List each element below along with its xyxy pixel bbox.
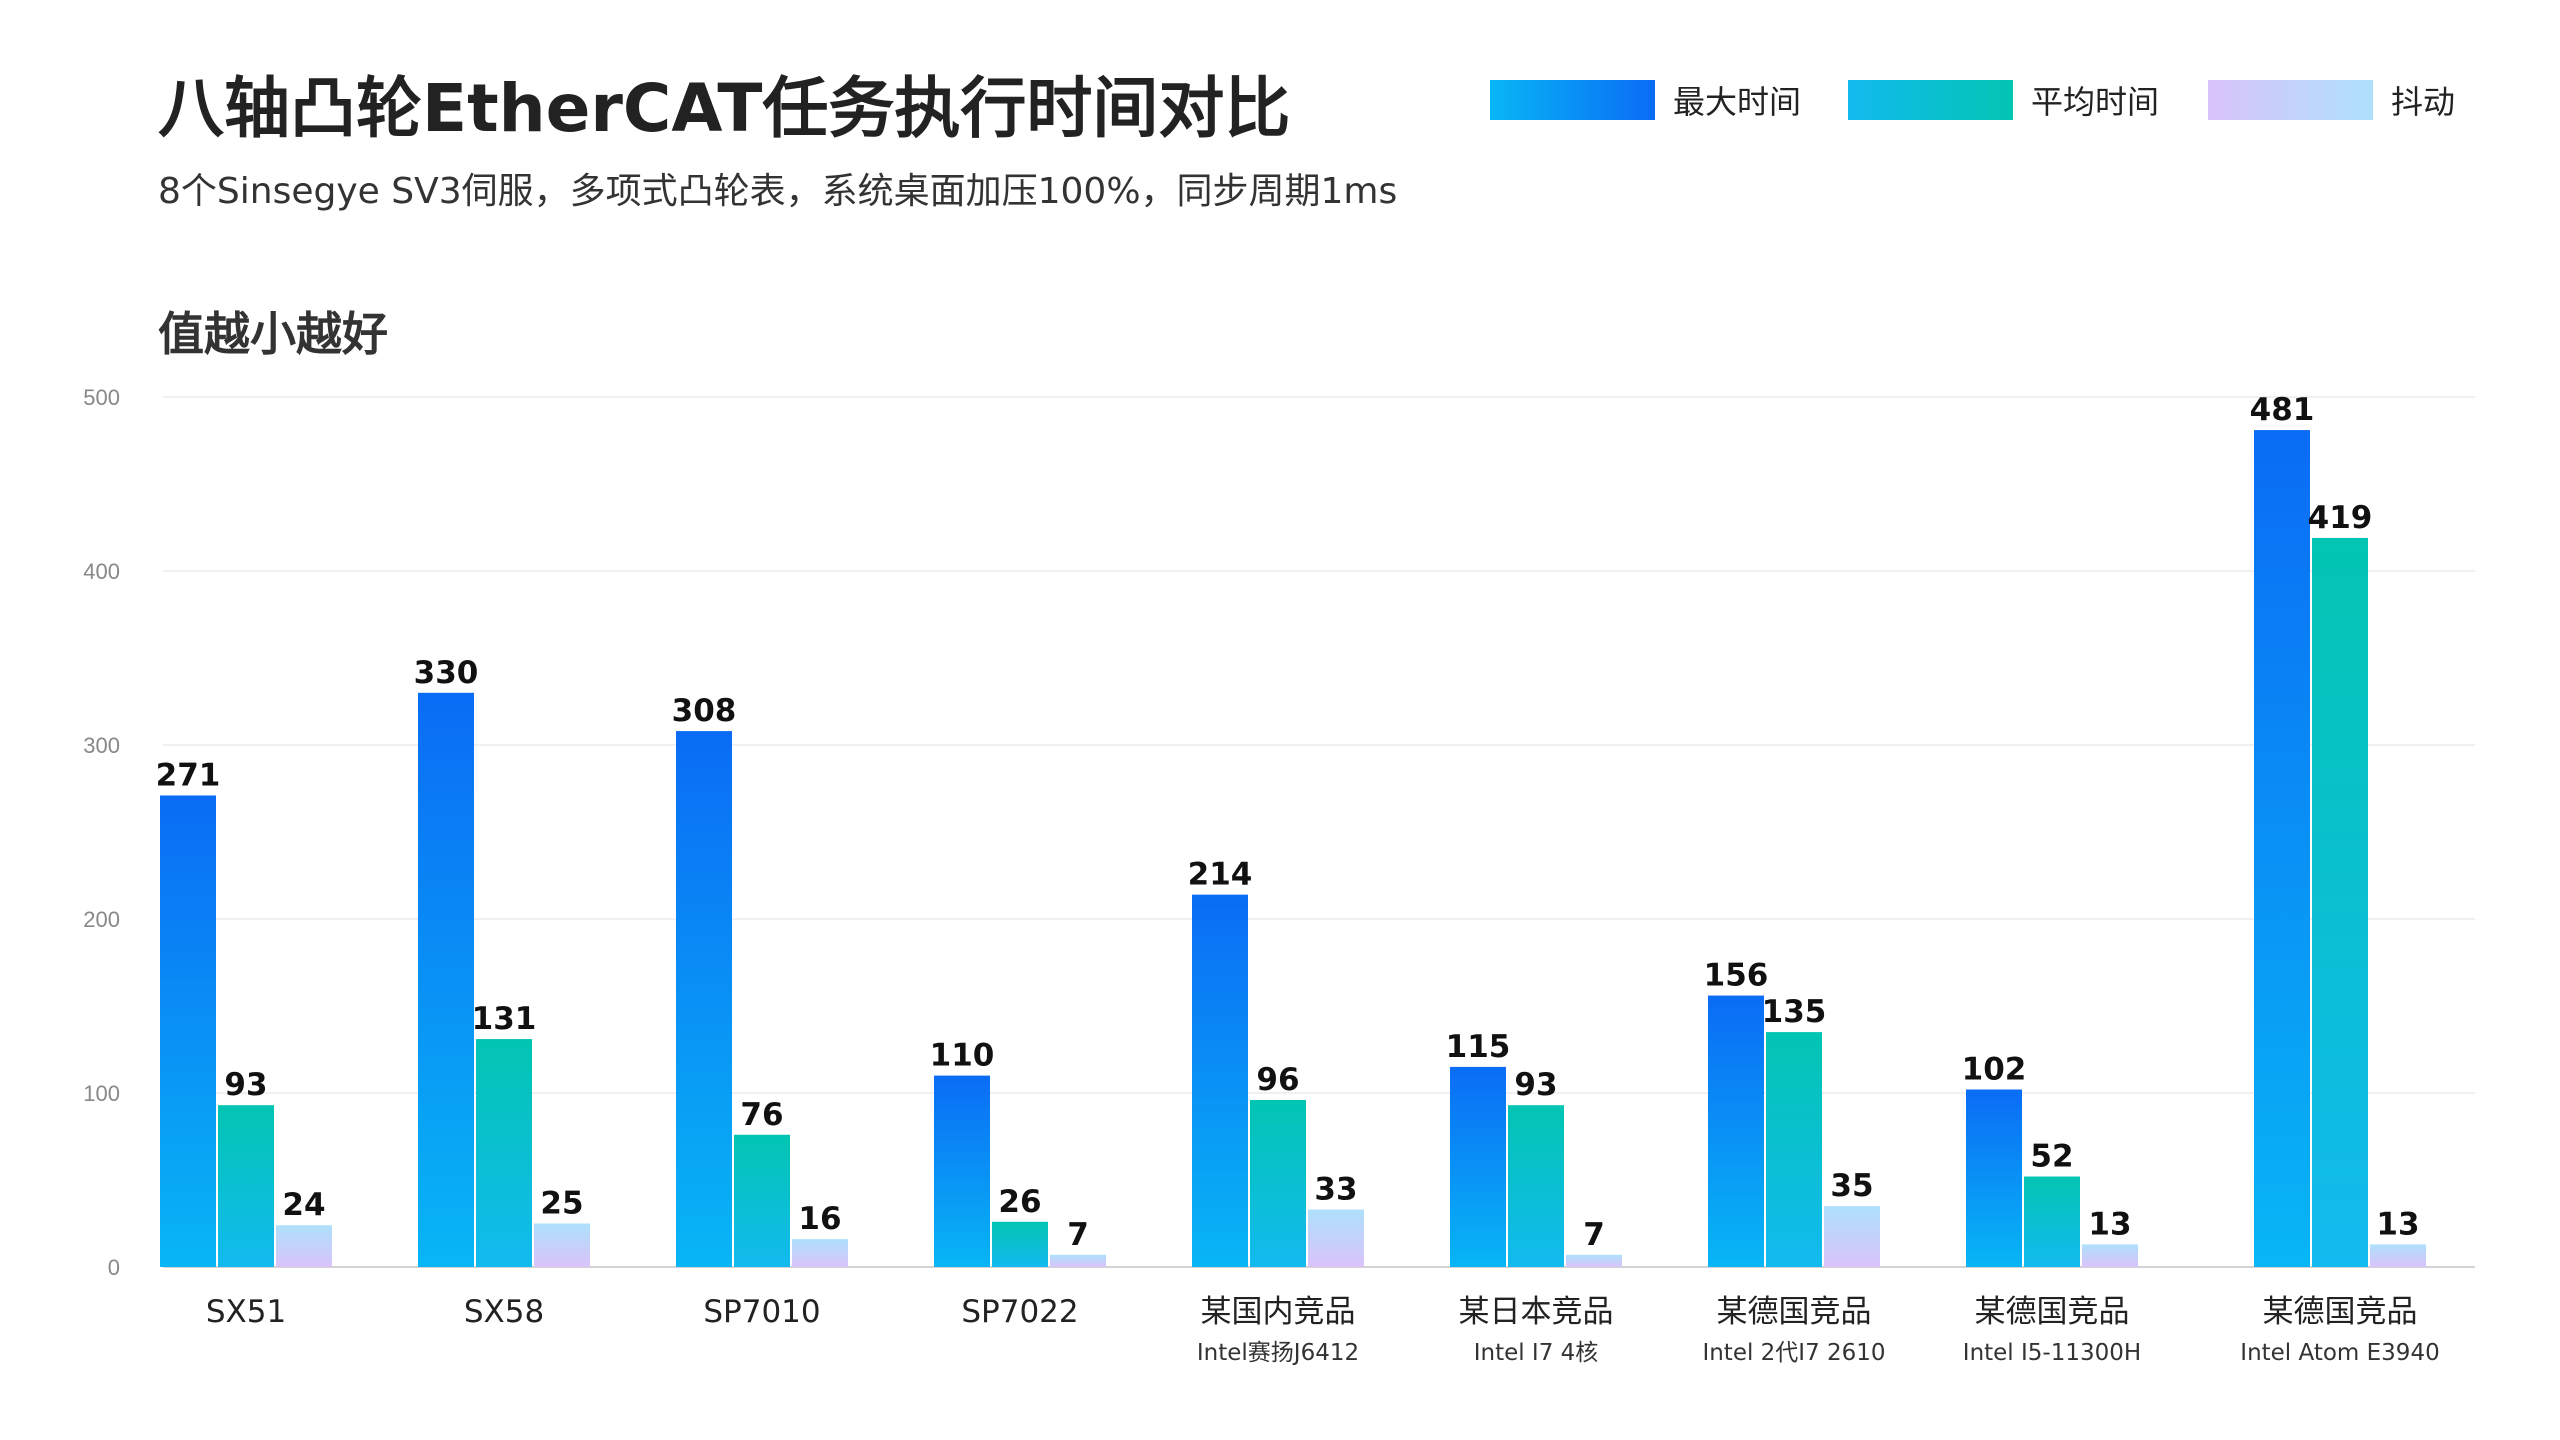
bar-avg (992, 1221, 1048, 1267)
data-label: 110 (930, 1038, 995, 1074)
x-tick-sublabel: Intel I5-11300H (1963, 1340, 2141, 1366)
data-label: 214 (1188, 857, 1253, 893)
legend-swatch-jitter (2208, 80, 2373, 120)
data-label: 35 (1830, 1168, 1873, 1204)
y-tick-label: 0 (108, 1255, 120, 1280)
data-label: 308 (672, 693, 737, 729)
x-tick-sublabel: Intel 2代I7 2610 (1702, 1340, 1885, 1366)
x-tick-label: 某德国竞品 (1975, 1294, 2130, 1330)
y-tick-label: 100 (83, 1081, 120, 1106)
legend-swatch-max (1490, 80, 1655, 120)
legend-label-jitter: 抖动 (2391, 83, 2456, 121)
data-label: 7 (1067, 1217, 1089, 1253)
bar-max (418, 692, 474, 1267)
data-label: 33 (1314, 1172, 1357, 1208)
x-tick-label: SP7010 (703, 1294, 820, 1330)
y-tick-label: 400 (83, 559, 120, 584)
x-tick-label: SX58 (464, 1294, 544, 1330)
bar-max (934, 1075, 990, 1267)
bar-avg (2024, 1176, 2080, 1267)
x-tick-label: SP7022 (961, 1294, 1078, 1330)
bar-jitter (792, 1239, 848, 1267)
y-tick-label: 300 (83, 733, 120, 758)
data-label: 96 (1256, 1062, 1299, 1098)
x-tick-label: SX51 (206, 1294, 286, 1330)
data-label: 52 (2030, 1139, 2073, 1175)
chart-subtitle: 8个Sinsegye SV3伺服，多项式凸轮表，系统桌面加压100%，同步周期1… (158, 171, 1398, 212)
data-label: 481 (2250, 392, 2315, 428)
data-label: 13 (2376, 1206, 2419, 1242)
x-tick-sublabel: Intel I7 4核 (1474, 1340, 1599, 1366)
x-tick-label: 某德国竞品 (2263, 1294, 2418, 1330)
data-label: 135 (1762, 994, 1827, 1030)
bar-max (1708, 995, 1764, 1267)
bar-avg (734, 1134, 790, 1267)
bar-jitter (1566, 1254, 1622, 1267)
y-tick-label: 200 (83, 907, 120, 932)
data-label: 76 (740, 1097, 783, 1133)
bar-jitter (1824, 1206, 1880, 1267)
bar-jitter (2082, 1244, 2138, 1267)
bar-jitter (2370, 1244, 2426, 1267)
data-label: 115 (1446, 1029, 1511, 1065)
data-label: 330 (414, 655, 479, 691)
bar-max (2254, 430, 2310, 1267)
chart-hint: 值越小越好 (158, 307, 388, 361)
x-tick-sublabel: Intel Atom E3940 (2240, 1340, 2439, 1366)
legend-item-max: 最大时间 (1490, 80, 1802, 121)
data-label: 102 (1962, 1052, 2027, 1088)
bar-max (1192, 894, 1248, 1267)
x-tick-sublabel: Intel赛扬J6412 (1197, 1340, 1359, 1366)
legend-label-avg: 平均时间 (2031, 83, 2160, 121)
bar-jitter (1308, 1209, 1364, 1267)
bar-avg (218, 1105, 274, 1267)
data-label: 93 (1514, 1067, 1557, 1103)
legend-label-max: 最大时间 (1673, 83, 1802, 121)
bar-max (1450, 1066, 1506, 1267)
x-tick-label: 某德国竞品 (1717, 1294, 1872, 1330)
data-label: 7 (1583, 1217, 1605, 1253)
bar-avg (1508, 1105, 1564, 1267)
data-label: 13 (2088, 1206, 2131, 1242)
data-label: 131 (472, 1001, 537, 1037)
bar-jitter (276, 1225, 332, 1267)
data-label: 93 (224, 1067, 267, 1103)
legend-item-jitter: 抖动 (2208, 80, 2456, 121)
data-label: 271 (156, 757, 221, 793)
data-label: 419 (2308, 500, 2373, 536)
bar-jitter (534, 1223, 590, 1267)
legend-swatch-avg (1848, 80, 2013, 120)
bar-max (1966, 1089, 2022, 1267)
bar-avg (1766, 1032, 1822, 1267)
data-label: 16 (798, 1201, 841, 1237)
data-label: 25 (540, 1186, 583, 1222)
y-tick-label: 500 (83, 385, 120, 410)
bar-avg (476, 1039, 532, 1267)
bar-max (160, 795, 216, 1267)
data-label: 24 (282, 1187, 325, 1223)
bar-jitter (1050, 1254, 1106, 1267)
bar-max (676, 731, 732, 1267)
chart-title: 八轴凸轮EtherCAT任务执行时间对比 (158, 70, 1291, 147)
legend-item-avg: 平均时间 (1848, 80, 2160, 121)
data-label: 156 (1704, 958, 1769, 994)
bar-avg (2312, 537, 2368, 1267)
data-label: 26 (998, 1184, 1041, 1220)
x-tick-label: 某日本竞品 (1459, 1294, 1614, 1330)
bar-avg (1250, 1099, 1306, 1267)
x-tick-label: 某国内竞品 (1201, 1294, 1356, 1330)
